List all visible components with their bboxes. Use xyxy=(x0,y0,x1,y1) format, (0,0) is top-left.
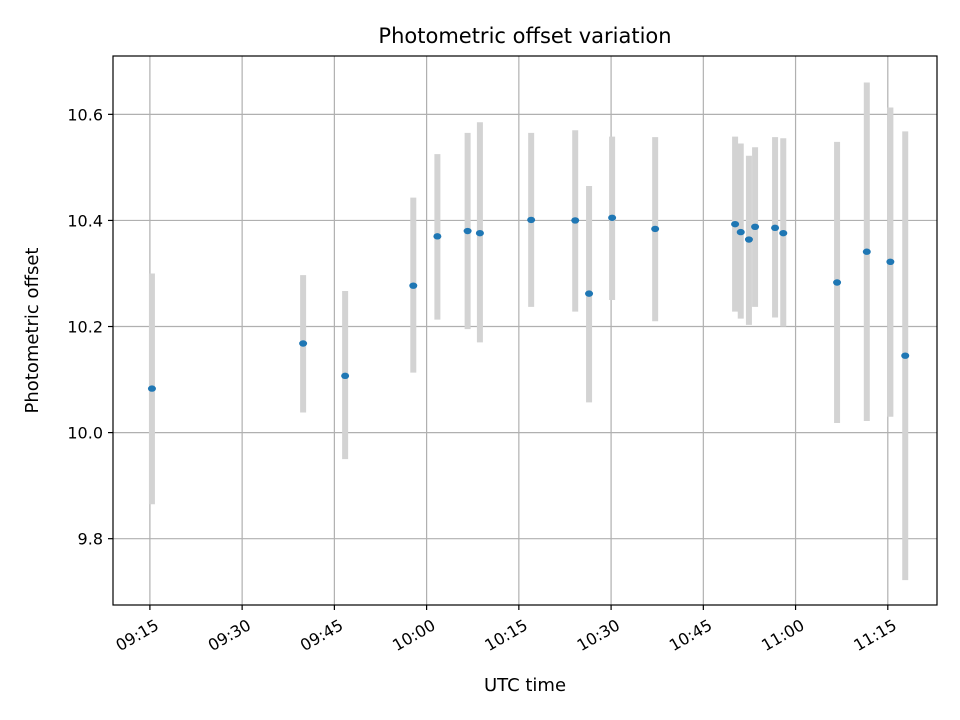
data-point xyxy=(341,372,350,380)
data-point xyxy=(731,220,740,228)
data-point xyxy=(779,229,788,237)
data-point xyxy=(771,224,780,232)
y-axis-ticks: 9.8 10.0 10.2 10.4 10.6 xyxy=(67,105,113,549)
data-point xyxy=(744,236,753,243)
data-point xyxy=(147,385,156,392)
data-point xyxy=(299,340,308,347)
y-tick-label: 9.8 xyxy=(78,530,103,549)
data-point xyxy=(571,217,580,224)
y-tick-label: 10.2 xyxy=(67,318,103,337)
data-point xyxy=(886,258,895,266)
data-point xyxy=(585,290,594,297)
x-axis-title: UTC time xyxy=(484,675,566,696)
data-point xyxy=(527,216,536,224)
data-point xyxy=(862,248,871,255)
data-point xyxy=(736,228,745,236)
y-axis-title: Photometric offset xyxy=(22,248,43,414)
y-tick-label: 10.4 xyxy=(67,211,103,230)
data-point xyxy=(463,227,472,235)
data-point xyxy=(751,223,760,230)
data-point xyxy=(475,229,484,237)
data-point xyxy=(833,279,842,286)
data-point xyxy=(608,214,617,221)
data-point xyxy=(433,233,442,240)
data-point xyxy=(651,225,660,233)
data-point xyxy=(409,282,418,289)
chart-title: Photometric offset variation xyxy=(378,24,671,48)
plot-frame xyxy=(112,55,938,606)
y-tick-label: 10.6 xyxy=(67,105,103,124)
data-points xyxy=(147,214,910,392)
y-tick-label: 10.0 xyxy=(67,424,103,443)
data-point xyxy=(901,352,910,359)
